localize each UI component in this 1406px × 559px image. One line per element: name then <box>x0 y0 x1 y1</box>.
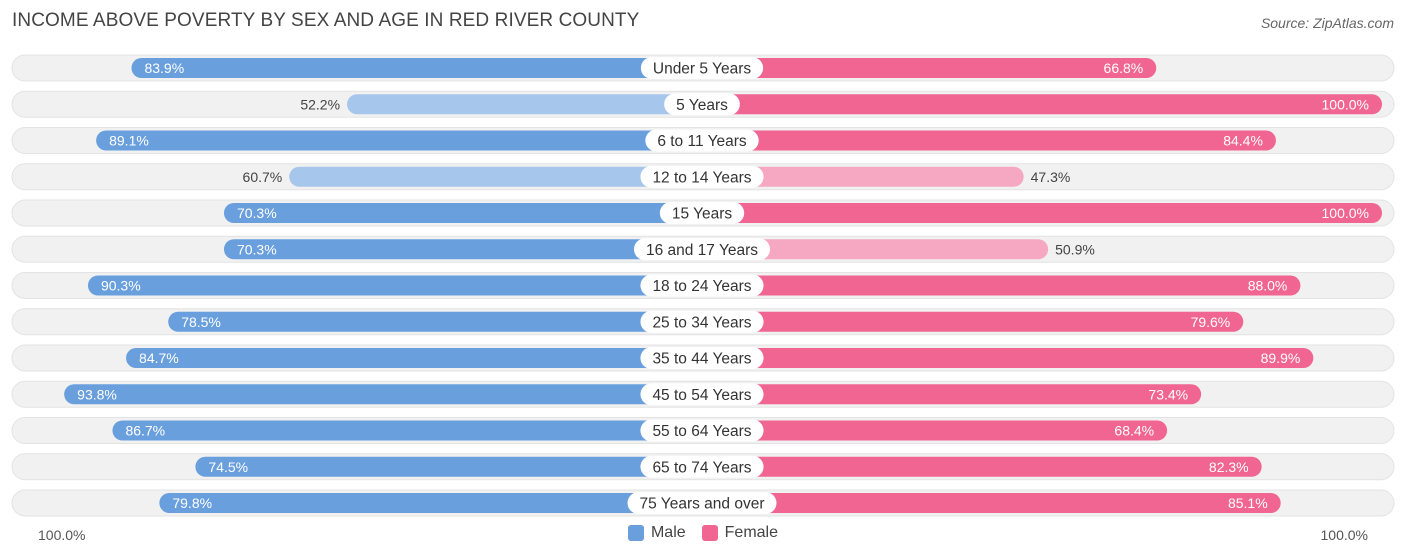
category-pill <box>640 383 764 406</box>
female-bar <box>702 130 1276 151</box>
female-bar <box>702 275 1301 296</box>
category-label: 12 to 14 Years <box>652 169 751 186</box>
legend-label-male: Male <box>650 524 686 541</box>
category-pill <box>640 347 764 369</box>
category-label: Under 5 Years <box>653 61 751 78</box>
male-bar <box>112 420 702 441</box>
category-pill <box>640 455 764 478</box>
category-label: 15 Years <box>672 206 733 223</box>
category-label: 35 to 44 Years <box>652 351 751 368</box>
legend-item-female[interactable]: Female <box>701 524 779 542</box>
category-label: 18 to 24 Years <box>652 278 751 295</box>
male-bar <box>223 203 702 223</box>
legend: Male Female <box>0 524 1406 542</box>
female-bar <box>702 456 1262 477</box>
legend-label-female: Female <box>724 524 779 541</box>
axis-left-label: 100.0% <box>38 527 86 543</box>
legend-swatch-male <box>627 525 644 541</box>
female-bar <box>702 420 1168 441</box>
female-value-label: 82.3% <box>1209 459 1249 475</box>
male-value-label: 78.5% <box>181 314 221 330</box>
male-value-label: 60.7% <box>243 169 283 185</box>
category-label: 25 to 34 Years <box>652 314 751 331</box>
male-value-label: 83.9% <box>144 60 184 76</box>
female-bar <box>702 166 1024 187</box>
female-bar <box>702 58 1157 78</box>
female-value-label: 85.1% <box>1228 495 1268 511</box>
category-label: 16 and 17 Years <box>646 242 758 259</box>
axis-right-label: 100.0% <box>1320 527 1368 543</box>
female-value-label: 84.4% <box>1223 133 1263 149</box>
female-value-label: 100.0% <box>1322 96 1369 112</box>
female-value-label: 66.8% <box>1104 60 1144 76</box>
female-value-label: 50.9% <box>1055 241 1095 257</box>
category-pill <box>633 238 771 261</box>
male-value-label: 86.7% <box>125 423 165 439</box>
category-label: 6 to 11 Years <box>657 133 747 150</box>
category-pill <box>640 419 764 442</box>
male-bar <box>223 239 702 260</box>
male-bar <box>195 456 702 477</box>
male-value-label: 70.3% <box>237 241 277 257</box>
male-value-label: 74.5% <box>208 459 248 475</box>
category-pill <box>640 57 764 79</box>
chart-title: INCOME ABOVE POVERTY BY SEX AND AGE IN R… <box>12 10 640 31</box>
female-bar <box>702 203 1382 223</box>
female-value-label: 89.9% <box>1261 350 1301 366</box>
female-bar <box>702 384 1202 405</box>
female-value-label: 79.6% <box>1191 314 1231 330</box>
female-value-label: 73.4% <box>1148 386 1188 402</box>
male-bar <box>289 166 702 187</box>
source-label: Source: ZipAtlas.com <box>1260 15 1394 31</box>
male-value-label: 93.8% <box>77 386 117 402</box>
male-bar <box>87 275 702 296</box>
male-bar <box>347 94 702 115</box>
female-bar <box>702 348 1314 368</box>
category-pill <box>627 492 777 514</box>
category-label: 45 to 54 Years <box>652 387 751 404</box>
male-bar <box>126 348 703 368</box>
category-pill <box>645 129 759 152</box>
legend-swatch-female <box>701 525 718 541</box>
legend-item-male[interactable]: Male <box>627 524 686 542</box>
chart-canvas: 83.9% 66.8% Under 5 Years 52.2% 100.0% 5 Year… <box>11 54 1395 517</box>
female-bar <box>702 94 1382 115</box>
male-bar <box>131 58 703 78</box>
male-bar <box>96 130 703 151</box>
category-label: 65 to 74 Years <box>652 459 751 476</box>
male-bar <box>168 311 702 332</box>
male-value-label: 52.2% <box>300 96 340 112</box>
category-label: 5 Years <box>676 97 728 114</box>
category-label: 55 to 64 Years <box>652 423 751 440</box>
male-bar <box>159 493 703 513</box>
female-bar <box>702 493 1281 513</box>
male-value-label: 70.3% <box>237 205 277 221</box>
female-value-label: 88.0% <box>1248 278 1288 294</box>
category-label: 75 Years and over <box>640 496 765 513</box>
male-value-label: 84.7% <box>139 350 179 366</box>
female-bar <box>702 239 1049 260</box>
male-value-label: 79.8% <box>172 495 212 511</box>
male-value-label: 90.3% <box>101 278 141 294</box>
female-value-label: 68.4% <box>1114 423 1154 439</box>
male-bar <box>64 384 702 405</box>
female-value-label: 47.3% <box>1031 169 1071 185</box>
category-pill <box>640 274 764 297</box>
category-pill <box>664 93 740 116</box>
female-value-label: 100.0% <box>1322 205 1369 221</box>
female-bar <box>702 311 1244 332</box>
category-pill <box>640 310 764 333</box>
category-pill <box>659 202 745 224</box>
category-pill <box>640 165 764 188</box>
male-value-label: 89.1% <box>109 133 149 149</box>
